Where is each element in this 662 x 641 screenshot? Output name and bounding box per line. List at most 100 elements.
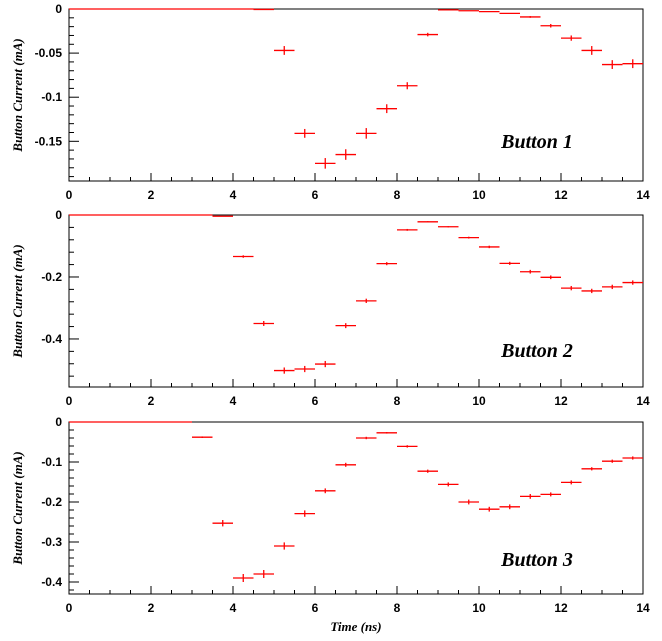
data-point xyxy=(233,574,254,582)
x-tick-label: 6 xyxy=(312,601,319,615)
data-point xyxy=(520,494,541,499)
data-point xyxy=(294,510,315,517)
data-point xyxy=(397,82,418,90)
data-point xyxy=(561,480,582,485)
x-tick-label: 6 xyxy=(312,188,319,202)
y-tick-label: 0 xyxy=(55,208,62,222)
x-tick-label: 0 xyxy=(66,188,73,202)
data-point xyxy=(540,275,561,280)
x-tick-label: 2 xyxy=(148,601,155,615)
data-point xyxy=(602,459,623,463)
data-point xyxy=(315,488,336,494)
data-point xyxy=(397,228,418,231)
x-tick-label: 14 xyxy=(636,394,650,408)
data-point xyxy=(274,46,295,55)
x-tick-label: 6 xyxy=(312,394,319,408)
data-point xyxy=(335,149,356,160)
y-tick-label: -0.4 xyxy=(41,575,62,589)
data-point xyxy=(499,504,520,510)
data-point xyxy=(581,467,602,471)
x-tick-label: 14 xyxy=(636,188,650,202)
data-point xyxy=(253,570,274,578)
data-point xyxy=(212,520,233,527)
data-point xyxy=(397,445,418,448)
data-point xyxy=(581,46,602,55)
data-point xyxy=(540,23,561,28)
x-tick-label: 8 xyxy=(394,188,401,202)
data-point xyxy=(479,506,500,512)
data-point xyxy=(335,462,356,467)
x-tick-label: 12 xyxy=(554,188,568,202)
x-tick-label: 10 xyxy=(472,394,486,408)
data-point xyxy=(458,499,479,505)
y-axis-title: Button Current (mA) xyxy=(10,244,25,358)
data-point xyxy=(417,469,438,473)
plot-frame xyxy=(68,8,644,182)
data-point xyxy=(520,16,541,18)
data-point xyxy=(274,542,295,550)
data-point xyxy=(581,288,602,294)
y-tick-label: -0.3 xyxy=(41,535,62,549)
data-point xyxy=(622,59,643,69)
panel-label: Button 2 xyxy=(500,340,573,362)
x-tick-label: 8 xyxy=(394,394,401,408)
data-point xyxy=(315,158,336,169)
data-point xyxy=(561,285,582,291)
y-axis-title: Button Current (mA) xyxy=(10,451,25,565)
panel-label: Button 1 xyxy=(500,131,573,153)
y-tick-label: -0.05 xyxy=(35,46,63,60)
x-tick-label: 12 xyxy=(554,394,568,408)
panel-3: 0 2 4 6 8 10 12 14 0 -0.1 -0.2 -0.3 -0.4 Button Curre… xyxy=(10,415,650,634)
y-tick-label: 0 xyxy=(55,2,62,16)
data-point xyxy=(561,35,582,41)
data-point xyxy=(356,128,377,139)
data-point xyxy=(417,221,438,223)
data-point xyxy=(438,482,459,487)
x-tick-label: 0 xyxy=(66,394,73,408)
data-point xyxy=(233,255,254,258)
panel-label: Button 3 xyxy=(500,549,573,571)
y-axis-title: Button Current (mA) xyxy=(10,38,25,152)
data-point xyxy=(274,367,295,374)
x-tick-label: 4 xyxy=(230,601,237,615)
x-tick-label: 12 xyxy=(554,601,568,615)
data-point xyxy=(376,432,397,434)
x-axis-title: Time (ns) xyxy=(330,619,381,634)
y-tick-label: -0.2 xyxy=(41,495,62,509)
y-tick-label: 0 xyxy=(55,415,62,429)
data-point xyxy=(622,456,643,460)
x-tick-label: 14 xyxy=(636,601,650,615)
data-point xyxy=(356,436,377,440)
x-tick-label: 0 xyxy=(66,601,73,615)
data-point xyxy=(192,436,213,438)
data-point xyxy=(458,236,479,239)
data-point xyxy=(417,32,438,37)
data-point xyxy=(376,104,397,114)
data-point xyxy=(479,245,500,249)
data-point xyxy=(356,298,377,304)
data-point xyxy=(335,323,356,329)
data-point xyxy=(376,262,397,266)
data-point xyxy=(499,261,520,265)
y-tick-label: -0.1 xyxy=(41,90,62,104)
data-point xyxy=(602,284,623,290)
y-tick-label: -0.1 xyxy=(41,455,62,469)
data-point xyxy=(540,492,561,497)
y-tick-label: -0.4 xyxy=(41,332,62,346)
data-point xyxy=(315,360,336,368)
x-tick-label: 2 xyxy=(148,188,155,202)
panel-1: 0 2 4 6 8 10 12 14 0 -0.05 -0.1 -0.15 Button Current… xyxy=(10,2,650,202)
data-point xyxy=(253,320,274,326)
data-point xyxy=(294,128,315,138)
x-tick-label: 4 xyxy=(230,188,237,202)
data-point xyxy=(294,365,315,373)
data-point xyxy=(602,60,623,69)
x-tick-label: 8 xyxy=(394,601,401,615)
x-tick-label: 10 xyxy=(472,188,486,202)
y-tick-label: -0.15 xyxy=(35,134,63,148)
y-tick-label: -0.2 xyxy=(41,270,62,284)
x-tick-label: 2 xyxy=(148,394,155,408)
x-tick-label: 10 xyxy=(472,601,486,615)
x-tick-label: 4 xyxy=(230,394,237,408)
